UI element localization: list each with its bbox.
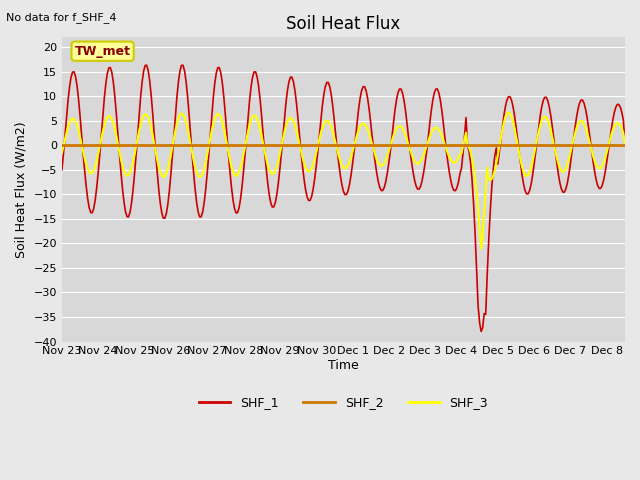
SHF_2: [614, 143, 621, 148]
Text: No data for f_SHF_4: No data for f_SHF_4: [6, 12, 117, 23]
SHF_3: [85, 169, 93, 175]
SHF_3: [58, 150, 66, 156]
SHF_3: [574, 121, 582, 127]
SHF_2: [571, 143, 579, 148]
SHF_1: [154, 170, 161, 176]
Title: Soil Heat Flux: Soil Heat Flux: [286, 15, 401, 33]
SHF_1: [574, 106, 582, 112]
SHF_2: [152, 143, 159, 148]
SHF_1: [150, 131, 158, 137]
X-axis label: Time: Time: [328, 359, 359, 372]
Line: SHF_3: SHF_3: [62, 112, 625, 249]
SHF_3: [477, 246, 485, 252]
SHF_3: [152, 149, 159, 155]
SHF_1: [58, 167, 66, 173]
SHF_2: [58, 143, 66, 148]
Legend: SHF_1, SHF_2, SHF_3: SHF_1, SHF_2, SHF_3: [194, 391, 493, 414]
SHF_1: [616, 105, 624, 110]
SHF_3: [504, 109, 512, 115]
SHF_3: [616, 123, 624, 129]
Line: SHF_1: SHF_1: [62, 65, 625, 332]
SHF_3: [209, 121, 217, 127]
Y-axis label: Soil Heat Flux (W/m2): Soil Heat Flux (W/m2): [15, 121, 28, 258]
SHF_3: [149, 133, 157, 139]
SHF_2: [85, 143, 93, 148]
SHF_1: [477, 329, 485, 335]
SHF_2: [209, 143, 217, 148]
Text: TW_met: TW_met: [75, 45, 131, 58]
SHF_1: [85, 204, 93, 210]
SHF_2: [621, 143, 628, 148]
SHF_3: [621, 143, 628, 148]
SHF_1: [211, 80, 219, 86]
SHF_1: [621, 143, 628, 148]
SHF_2: [149, 143, 157, 148]
SHF_1: [143, 62, 150, 68]
